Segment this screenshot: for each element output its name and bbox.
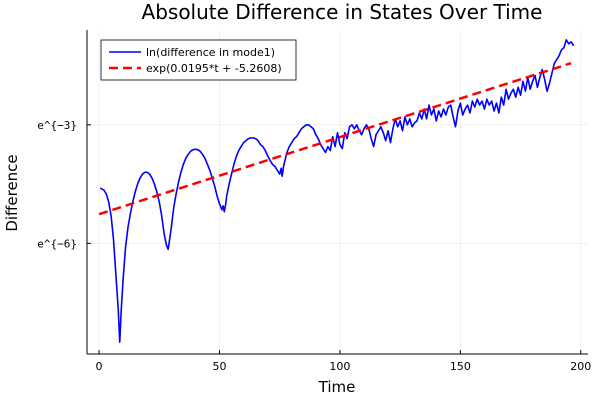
series: [98, 39, 575, 343]
legend-entry: exp(0.0195*t + -5.2608): [146, 62, 282, 75]
x-ticks: 0 50 100 150 200: [96, 350, 591, 373]
x-tick-label: 100: [329, 360, 350, 373]
y-tick-label: e^{−6}: [37, 237, 77, 250]
chart-title: Absolute Difference in States Over Time: [142, 0, 543, 24]
series-line-mode1: [99, 39, 575, 343]
x-tick-label: 200: [570, 360, 591, 373]
x-tick-label: 0: [96, 360, 103, 373]
x-tick-label: 150: [450, 360, 471, 373]
x-axis-label: Time: [318, 378, 356, 396]
legend-entry: ln(difference in mode1): [146, 46, 275, 59]
axes: [86, 30, 588, 355]
grid: [87, 30, 588, 354]
legend-box: [100, 39, 297, 81]
y-ticks: e^{−3} e^{−6}: [37, 119, 91, 250]
y-axis-label: Difference: [3, 154, 21, 231]
y-tick-label: e^{−3}: [37, 119, 77, 132]
legend: ln(difference in mode1) exp(0.0195*t + -5…: [100, 39, 297, 81]
x-tick-label: 50: [212, 360, 226, 373]
series-line-fit: [98, 61, 572, 216]
